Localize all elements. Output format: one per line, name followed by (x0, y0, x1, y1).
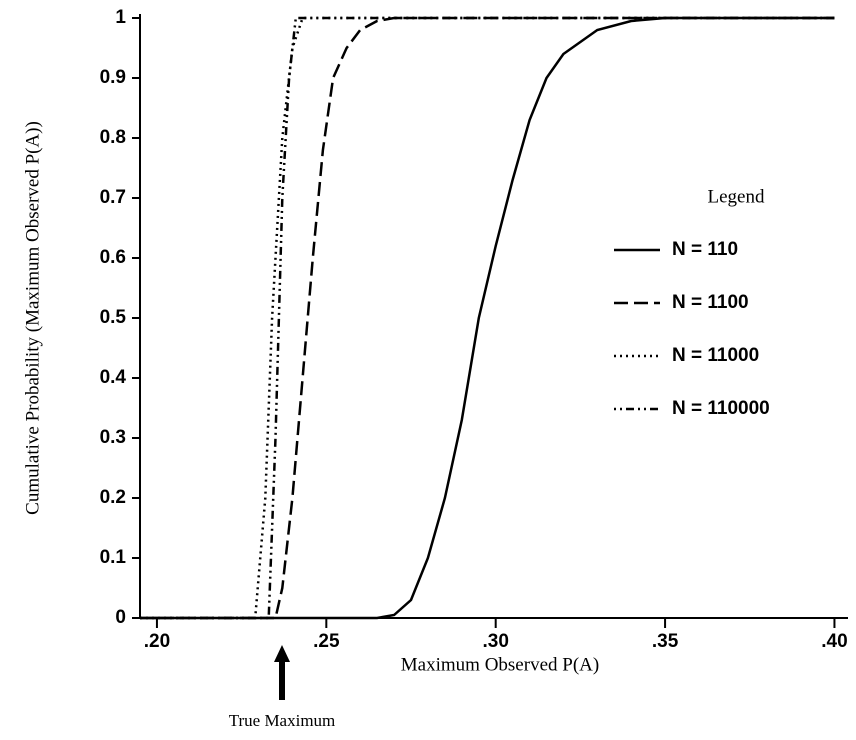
legend-label: N = 110 (672, 239, 738, 260)
series-line (140, 16, 835, 620)
x-tick-label: .20 (144, 631, 170, 652)
y-tick-label: 1 (115, 7, 126, 28)
y-tick-label: 0.5 (100, 307, 127, 328)
legend-title: Legend (708, 186, 765, 207)
y-axis-label: Cumulative Probability (Maximum Observed… (22, 121, 43, 515)
series-line (140, 16, 835, 620)
legend-label: N = 110000 (672, 398, 770, 419)
y-tick-label: 0.3 (100, 427, 126, 448)
series-line (140, 16, 835, 620)
y-tick-label: 0.6 (100, 247, 126, 268)
x-tick-label: .40 (821, 631, 847, 652)
y-tick-label: 0.1 (100, 547, 127, 568)
legend-label: N = 11000 (672, 345, 759, 366)
legend-label: N = 1100 (672, 292, 749, 313)
x-tick-label: .35 (652, 631, 679, 652)
y-tick-label: 0.9 (100, 67, 126, 88)
x-tick-label: .30 (482, 631, 508, 652)
x-axis-label: Maximum Observed P(A) (401, 654, 599, 675)
y-tick-label: 0.2 (100, 487, 126, 508)
y-tick-label: 0.4 (100, 367, 127, 388)
y-tick-label: 0 (115, 607, 126, 628)
series-line (140, 16, 835, 620)
annotation-arrow (274, 645, 290, 700)
x-tick-label: .25 (313, 631, 340, 652)
y-tick-label: 0.8 (100, 127, 126, 148)
annotation: True Maximum (229, 711, 336, 730)
y-tick-label: 0.7 (100, 187, 126, 208)
